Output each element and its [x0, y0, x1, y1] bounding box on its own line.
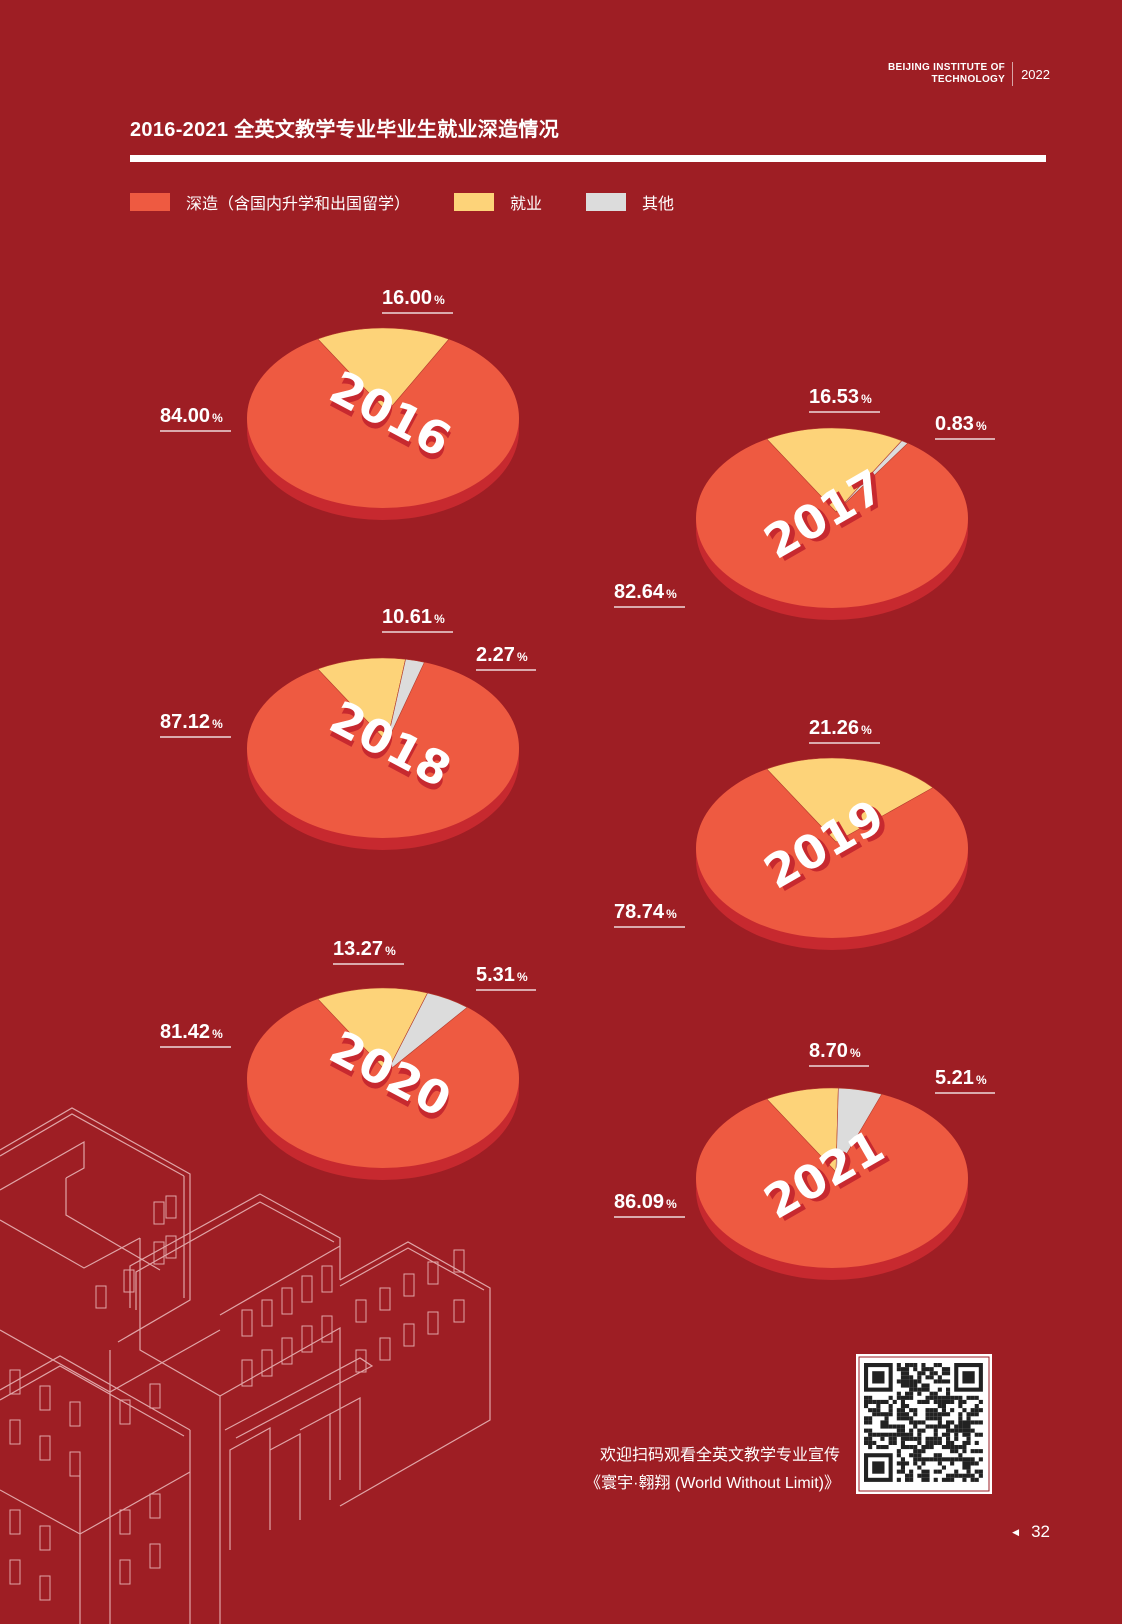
slice-further-study	[696, 428, 968, 608]
page-title: 2016-2021 全英文教学专业毕业生就业深造情况	[130, 119, 560, 141]
legend-item-further-study: 深造（含国内升学和出国留学）	[130, 190, 410, 214]
label-employment-2021-value: 8.70%	[809, 1040, 861, 1062]
slice-further-study	[247, 658, 519, 838]
legend-item-employment: 就业	[454, 190, 542, 214]
footer-line1: 欢迎扫码观看全英文教学专业宣传	[599, 1447, 840, 1464]
title-rule	[130, 155, 1046, 162]
slice-employment	[317, 327, 450, 413]
label-further-study-2016-value: 84.00%	[160, 405, 223, 427]
qr-code[interactable]	[856, 1354, 992, 1494]
page-number: 32	[1031, 1522, 1050, 1541]
label-other-2021-value: 5.21%	[935, 1067, 987, 1089]
label-employment-2019-value: 21.26%	[809, 717, 872, 739]
label-further-study-2018: 87.12%	[160, 711, 231, 738]
label-employment-2017-value: 16.53%	[809, 386, 872, 408]
label-other-2018-value: 2.27%	[476, 644, 528, 666]
label-employment-2021: 8.70%	[809, 1040, 869, 1067]
slice-other	[835, 440, 909, 513]
slice-further-study	[247, 328, 519, 508]
footer-text: 欢迎扫码观看全英文教学专业宣传 《寰宇·翱翔 (World Without Li…	[585, 1442, 840, 1498]
label-other-2017-value: 0.83%	[935, 413, 987, 435]
label-further-study-2019: 78.74%	[614, 901, 685, 928]
slice-employment	[766, 427, 903, 513]
label-further-study-2021-value: 86.09%	[614, 1191, 677, 1213]
label-employment-2020-value: 13.27%	[333, 938, 396, 960]
label-employment-2020: 13.27%	[333, 938, 404, 965]
footer-line2: 《寰宇·翱翔 (World Without Limit)》	[585, 1475, 840, 1492]
slice-employment	[766, 757, 934, 843]
label-further-study-2018-value: 87.12%	[160, 711, 223, 733]
legend-swatch	[130, 193, 170, 211]
label-employment-2016: 16.00%	[382, 287, 453, 314]
label-other-2020: 5.31%	[476, 964, 536, 991]
header-year: 2022	[1021, 66, 1050, 82]
label-further-study-2020: 81.42%	[160, 1021, 231, 1048]
institution-name: BEIJING INSTITUTE OF TECHNOLOGY	[888, 62, 1014, 86]
label-employment-2019: 21.26%	[809, 717, 880, 744]
building-illustration	[0, 1107, 491, 1624]
header-brand: BEIJING INSTITUTE OF TECHNOLOGY 2022	[888, 62, 1050, 86]
legend: 深造（含国内升学和出国留学） 就业 其他	[130, 190, 718, 214]
prev-arrow-icon[interactable]: ◀	[1012, 1526, 1020, 1537]
label-further-study-2016: 84.00%	[160, 405, 231, 432]
label-further-study-2017-value: 82.64%	[614, 581, 677, 603]
label-other-2018: 2.27%	[476, 644, 536, 671]
slice-employment	[317, 987, 428, 1073]
legend-swatch	[454, 193, 495, 211]
page-nav: ◀ 32	[1012, 1522, 1050, 1542]
label-further-study-2017: 82.64%	[614, 581, 685, 608]
slice-further-study	[247, 988, 519, 1168]
label-other-2020-value: 5.31%	[476, 964, 528, 986]
label-other-2021: 5.21%	[935, 1067, 995, 1094]
label-employment-2018-value: 10.61%	[382, 606, 445, 628]
label-further-study-2019-value: 78.74%	[614, 901, 677, 923]
slice-other	[386, 992, 468, 1073]
label-further-study-2021: 86.09%	[614, 1191, 685, 1218]
slice-other	[386, 658, 425, 743]
slice-employment	[317, 657, 406, 743]
label-employment-2017: 16.53%	[809, 386, 880, 413]
legend-swatch	[586, 193, 627, 211]
legend-item-other: 其他	[586, 190, 674, 214]
slice-further-study	[696, 1088, 968, 1268]
label-employment-2016-value: 16.00%	[382, 287, 445, 309]
label-other-2017: 0.83%	[935, 413, 995, 440]
label-employment-2018: 10.61%	[382, 606, 453, 633]
qr-code-icon	[858, 1356, 990, 1492]
slice-other	[835, 1087, 883, 1173]
label-further-study-2020-value: 81.42%	[160, 1021, 223, 1043]
